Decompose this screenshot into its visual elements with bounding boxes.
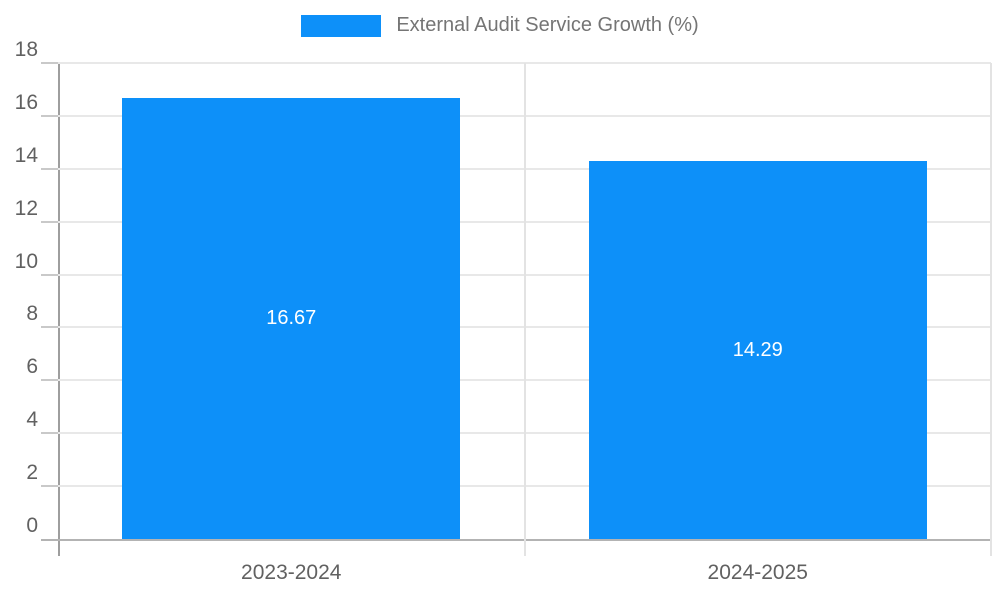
legend: External Audit Service Growth (%) [0, 14, 1000, 37]
plot-right-border [990, 63, 992, 556]
legend-label: External Audit Service Growth (%) [396, 14, 699, 36]
x-tick-label: 2023-2024 [241, 561, 342, 584]
y-tick-label: 6 [26, 355, 38, 379]
y-tick-label: 14 [14, 143, 38, 167]
legend-swatch [301, 14, 382, 37]
y-tick-mark [41, 62, 58, 64]
y-axis-line [58, 63, 60, 556]
y-tick-label: 8 [26, 302, 38, 326]
y-tick-label: 18 [14, 38, 38, 61]
y-tick-label: 0 [26, 514, 38, 537]
y-tick-mark [41, 379, 58, 382]
y-tick-mark [41, 114, 58, 117]
y-tick-mark [41, 167, 58, 170]
y-tick-label: 10 [14, 249, 38, 273]
y-tick-label: 12 [14, 196, 38, 220]
y-tick-mark [41, 485, 58, 488]
y-tick-label: 2 [26, 461, 38, 485]
bar-value-label: 16.67 [266, 307, 317, 330]
y-tick-label: 4 [26, 408, 38, 432]
bar: 16.67 [122, 98, 461, 539]
y-tick-mark [41, 220, 58, 223]
bar-value-label: 14.29 [732, 338, 783, 361]
x-tick-label: 2024-2025 [707, 561, 808, 584]
category-separator [523, 63, 526, 556]
y-tick-label: 16 [14, 90, 38, 114]
plot-area: 0 2 4 6 8 10 12 14 16 18 16.67 2023-2024 14.29 2024-2… [15, 38, 992, 584]
bar: 14.29 [588, 161, 927, 539]
x-axis-line [41, 539, 991, 541]
y-tick-mark [41, 273, 58, 276]
y-tick-mark [41, 432, 58, 435]
y-tick-mark [41, 326, 58, 329]
